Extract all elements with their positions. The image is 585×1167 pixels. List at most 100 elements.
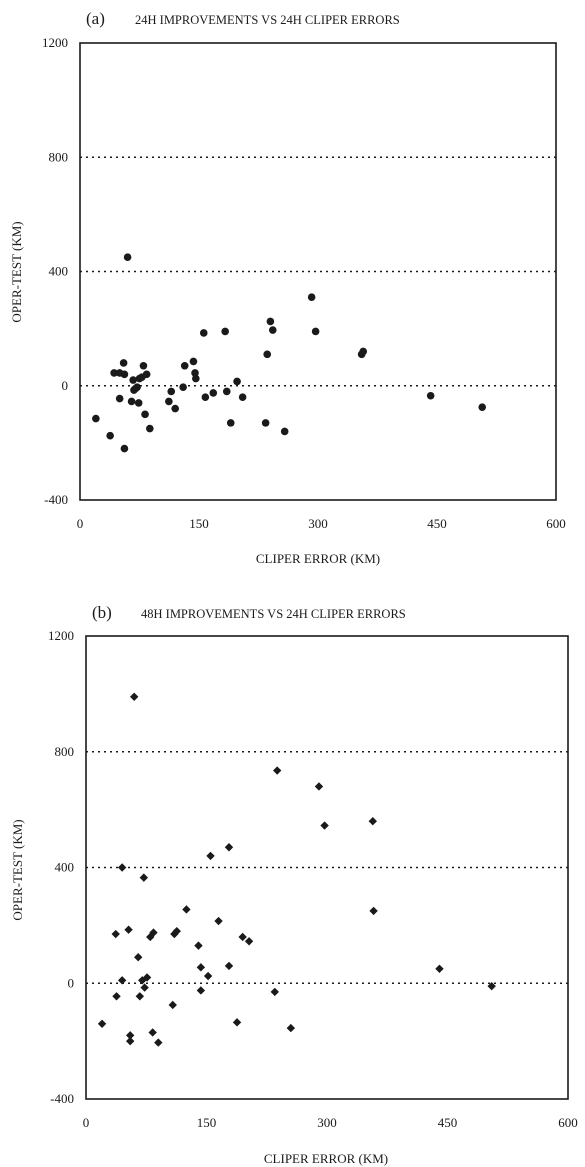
y-tick-label: 800 (55, 744, 75, 759)
y-tick-label: 400 (55, 860, 75, 875)
x-tick-labels: 0 150 300 450 600 (83, 1115, 578, 1130)
data-point (280, 427, 289, 436)
data-point (189, 357, 198, 366)
data-point (120, 370, 129, 379)
data-point (141, 410, 149, 419)
data-point (154, 1038, 163, 1047)
data-point (168, 1000, 177, 1010)
data-points (92, 253, 487, 453)
data-point (268, 326, 277, 334)
data-point (266, 317, 275, 326)
data-point (203, 971, 213, 981)
data-point (199, 329, 208, 337)
x-tick-labels: 0 150 300 450 600 (77, 516, 566, 531)
data-point (435, 964, 444, 973)
x-axis-label: CLIPER ERROR (KM) (256, 551, 380, 566)
x-axis-label: CLIPER ERROR (KM) (264, 1151, 388, 1166)
panel-a: (a) 24H IMPROVEMENTS VS 24H CLIPER ERROR… (9, 9, 566, 566)
gridlines (86, 751, 568, 984)
data-point (359, 347, 368, 356)
data-point (97, 1019, 107, 1028)
data-point (191, 369, 199, 377)
data-point (196, 986, 206, 995)
data-point (238, 393, 247, 401)
data-point (263, 350, 272, 359)
data-point (146, 932, 155, 942)
data-point (112, 992, 121, 1001)
x-tick-label: 0 (77, 516, 84, 531)
data-point (148, 1028, 157, 1037)
x-tick-label: 600 (546, 516, 566, 531)
data-point (142, 973, 152, 982)
data-point (307, 293, 316, 302)
y-tick-label: 400 (49, 264, 69, 279)
data-point (232, 1018, 242, 1027)
data-point (171, 404, 179, 413)
data-point (286, 1023, 296, 1033)
data-point (261, 419, 270, 427)
x-tick-label: 150 (189, 516, 209, 531)
data-point (165, 397, 173, 406)
data-point (167, 387, 176, 396)
data-point (214, 916, 223, 926)
x-tick-label: 600 (558, 1115, 578, 1130)
data-point (117, 863, 127, 872)
data-point (196, 963, 206, 972)
data-point (270, 987, 279, 997)
data-point (115, 394, 124, 403)
data-point (106, 431, 114, 440)
data-point (146, 424, 154, 433)
data-point (138, 976, 147, 985)
y-axis-label: OPER-TEST (KM) (10, 819, 25, 920)
data-point (224, 843, 234, 852)
x-tick-label: 450 (438, 1115, 458, 1130)
data-point (478, 403, 487, 411)
data-point (139, 873, 149, 882)
data-point (487, 981, 496, 991)
data-point (194, 941, 203, 950)
data-point (320, 821, 329, 830)
y-tick-labels: -400 0 400 800 1200 (48, 628, 74, 1106)
panel-b: (b) 48H IMPROVEMENTS VS 24H CLIPER ERROR… (10, 603, 578, 1166)
data-point (140, 983, 149, 992)
data-point (142, 370, 151, 379)
data-point (124, 925, 133, 934)
data-point (179, 383, 187, 391)
data-point (135, 992, 145, 1001)
data-point (311, 327, 320, 336)
y-tick-label: 0 (62, 378, 69, 393)
data-point (192, 374, 200, 383)
data-point (120, 444, 129, 453)
chart-title: 24H IMPROVEMENTS VS 24H CLIPER ERRORS (135, 13, 400, 27)
data-point (244, 937, 254, 946)
y-tick-labels: -400 0 400 800 1200 (42, 35, 68, 507)
data-point (272, 766, 282, 775)
data-point (117, 976, 127, 985)
data-point (314, 782, 324, 791)
data-point (226, 419, 235, 427)
data-point (130, 692, 139, 701)
data-point (110, 369, 118, 377)
data-point (134, 399, 143, 407)
data-point (233, 377, 241, 386)
data-point (111, 929, 120, 939)
x-tick-label: 300 (308, 516, 328, 531)
data-point (172, 926, 181, 936)
data-point (127, 397, 136, 406)
panel-label: (b) (92, 603, 112, 622)
data-point (119, 359, 128, 367)
data-points (97, 692, 496, 1047)
data-point (238, 932, 247, 942)
y-tick-label: 1200 (48, 628, 74, 643)
data-point (129, 376, 137, 384)
data-point (426, 391, 435, 400)
y-tick-label: 800 (49, 149, 69, 164)
data-point (201, 393, 210, 401)
data-point (125, 1031, 135, 1040)
data-point (221, 327, 229, 336)
data-point (134, 953, 143, 962)
y-axis-label: OPER-TEST (KM) (9, 221, 24, 322)
data-point (369, 906, 378, 916)
x-tick-label: 0 (83, 1115, 90, 1130)
